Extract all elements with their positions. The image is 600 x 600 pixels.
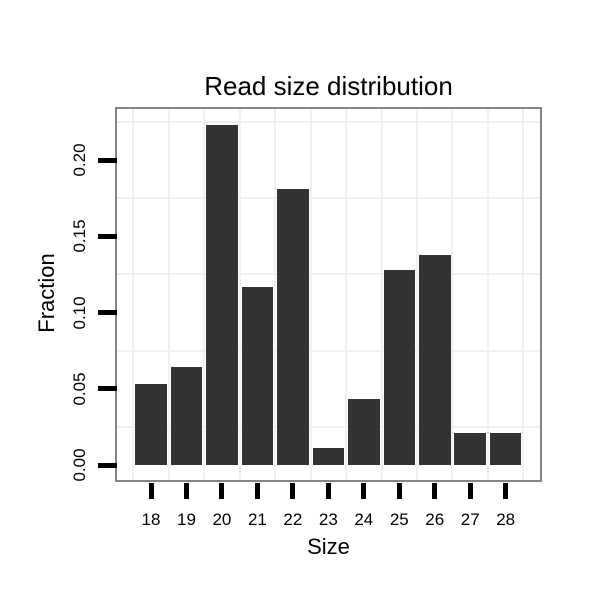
gridline-horizontal (117, 120, 540, 123)
gridline-vertical (345, 109, 348, 480)
y-tick-label: 0.15 (70, 219, 89, 253)
x-tick-label: 22 (283, 510, 303, 529)
gridline-vertical (167, 109, 170, 480)
x-axis-tick (503, 483, 509, 499)
x-tick-label: 25 (389, 510, 409, 529)
x-axis-tick (219, 483, 225, 499)
x-axis-tick (183, 483, 189, 499)
x-tick-label: 19 (177, 510, 196, 529)
gridline-vertical (522, 109, 525, 480)
gridline-vertical (380, 109, 383, 480)
gridline-vertical (451, 109, 454, 480)
x-tick-label: 24 (354, 510, 374, 529)
bar-size-21 (241, 287, 274, 465)
bar-size-26 (419, 255, 451, 465)
y-axis-tick (98, 233, 117, 239)
bar-size-18 (135, 384, 167, 465)
x-tick-label: 20 (212, 510, 232, 529)
y-axis-tick (98, 310, 117, 315)
x-axis-tick (254, 483, 260, 499)
x-axis-tick (290, 483, 296, 499)
bar-size-19 (170, 367, 203, 465)
y-tick-label: 0.10 (70, 295, 89, 330)
gridline-vertical (486, 109, 489, 480)
gridline-vertical (132, 109, 135, 480)
y-axis-tick (98, 386, 117, 392)
y-tick-label: 0.20 (70, 143, 89, 177)
bar-size-25 (383, 270, 416, 465)
x-axis-label: Size (307, 534, 350, 559)
bar-size-24 (348, 399, 380, 465)
x-axis-tick (467, 483, 473, 499)
x-tick-label: 23 (318, 510, 338, 529)
x-tick-label: 18 (141, 510, 161, 529)
gridline-vertical (238, 109, 241, 480)
x-axis-tick (148, 483, 154, 499)
x-axis-tick (396, 483, 402, 499)
x-tick-label: 26 (425, 510, 445, 529)
bar-size-22 (277, 189, 309, 465)
y-axis-tick (98, 157, 117, 163)
x-axis-tick (361, 483, 367, 499)
x-tick-label: 28 (496, 510, 516, 529)
gridline-vertical (309, 109, 312, 480)
gridline-horizontal (117, 349, 540, 352)
y-tick-label: 0.00 (70, 448, 89, 482)
gridline-vertical (274, 109, 277, 480)
x-axis-tick (432, 483, 438, 499)
gridline-vertical (416, 109, 419, 480)
bar-size-20 (206, 125, 238, 465)
x-axis-tick (325, 483, 331, 499)
bar-size-28 (489, 433, 522, 465)
gridline-horizontal (117, 425, 540, 428)
y-axis-label: Fraction (34, 253, 59, 333)
bar-size-23 (312, 448, 345, 465)
y-axis-tick (98, 462, 117, 468)
gridline-vertical (203, 109, 206, 480)
chart-title: Read size distribution (204, 71, 453, 101)
y-tick-label: 0.05 (70, 372, 89, 406)
gridline-horizontal (117, 197, 540, 200)
x-tick-label: 27 (460, 510, 480, 529)
x-tick-label: 21 (247, 510, 267, 529)
gridline-horizontal (117, 273, 540, 276)
plot-area (117, 109, 540, 480)
bar-size-27 (454, 433, 486, 465)
